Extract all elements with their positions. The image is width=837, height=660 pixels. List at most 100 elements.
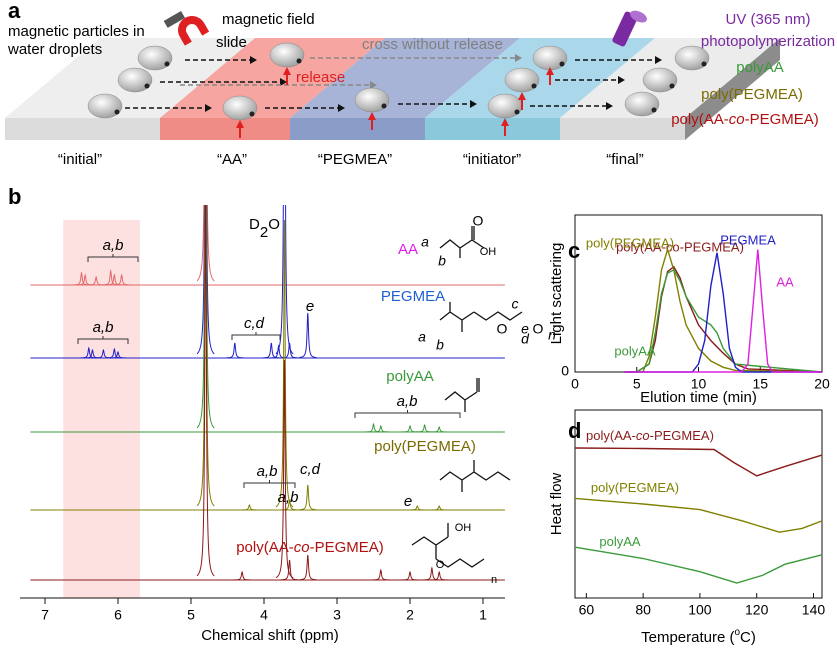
nmr-peak — [196, 205, 215, 577]
arrowhead — [470, 100, 477, 108]
x-tick-label: 3 — [333, 607, 341, 623]
series-label-part: poly(AA- — [586, 428, 636, 443]
annotation: release — [296, 69, 345, 86]
droplet — [624, 91, 660, 117]
bracket — [77, 336, 129, 344]
droplet — [642, 67, 678, 93]
series-label: poly(AA-co-PEGMEA) — [586, 428, 714, 443]
plot-frame — [574, 409, 823, 599]
arrowhead — [368, 112, 376, 120]
y-axis-title: Heat flow — [548, 473, 565, 536]
product-label: poly(PEGMEA) — [701, 86, 803, 103]
particle — [651, 107, 657, 113]
x-axis-title: Chemical shift (ppm) — [201, 627, 339, 644]
series-label: poly(PEGMEA) — [586, 235, 674, 250]
annotation: cross without release — [362, 36, 503, 53]
series-label: poly(AA-co-PEGMEA) — [616, 239, 744, 254]
arrowhead — [205, 104, 212, 112]
stage-label: “PEGMEA” — [318, 151, 392, 168]
droplet — [87, 93, 123, 119]
nmr-peak — [72, 271, 91, 286]
structure-label: O — [533, 321, 544, 337]
structure-label: n — [491, 574, 497, 586]
annotation: magnetic field — [222, 11, 315, 28]
x-axis-title: Temperature (oC) — [641, 627, 756, 646]
nmr-peak — [105, 347, 124, 359]
nmr-peak — [275, 359, 294, 579]
arrowhead — [546, 67, 554, 75]
spectrum-label-part: co — [294, 539, 310, 556]
structure-bond — [439, 460, 511, 492]
annotation: magnetic particles in — [8, 23, 145, 40]
spectrum-label-part: poly(AA- — [236, 539, 294, 556]
x-tick-label: 140 — [802, 602, 826, 618]
series-label-part: -PEGMEA) — [650, 428, 714, 443]
x-tick-label: 5 — [187, 607, 195, 623]
annotation: UV (365 nm) — [725, 11, 810, 28]
bracket — [354, 410, 461, 418]
x-tick-label: 0 — [571, 376, 579, 392]
structure-label: OH — [480, 246, 497, 258]
nmr-peak — [233, 570, 251, 581]
panel-label: c — [568, 238, 580, 263]
series-label-part: poly(PEGMEA) — [591, 480, 679, 495]
series-label: polyAA — [614, 343, 656, 358]
solvent-label-part: O — [268, 216, 280, 233]
structure-label: c — [512, 296, 519, 312]
structure-bond — [439, 226, 485, 258]
particle — [531, 83, 537, 89]
x-tick-label: 5 — [633, 376, 641, 392]
x-tick-label: 7 — [41, 607, 49, 623]
spectrum-label: poly(AA-co-PEGMEA) — [236, 539, 384, 556]
structure-label: O — [436, 559, 445, 571]
nmr-peak — [408, 505, 427, 511]
nmr-peak — [196, 205, 215, 355]
x-tick-label: 60 — [579, 602, 595, 618]
nmr-peak — [299, 312, 317, 359]
particle — [249, 111, 255, 117]
structure-label: e — [521, 321, 529, 337]
series-line — [574, 447, 823, 477]
nmr-peak — [280, 498, 299, 511]
spectrum-label-part: polyAA — [386, 368, 434, 385]
nmr-peak — [401, 425, 419, 433]
annotation: water droplets — [7, 41, 102, 58]
spectrum-label: AA — [398, 241, 418, 258]
peak-label: a,b — [278, 489, 299, 506]
nmr-peak — [226, 342, 244, 359]
x-tick-label: 15 — [752, 376, 768, 392]
x-axis-title: Elution time (min) — [640, 389, 757, 406]
structure-label: d — [521, 331, 530, 347]
structure-label: O — [497, 321, 508, 337]
arrowhead — [280, 78, 287, 86]
x-tick-label: 10 — [691, 376, 707, 392]
particle — [144, 83, 150, 89]
stage-label: “initiator” — [463, 151, 521, 168]
product-label-part: poly(AA- — [671, 111, 729, 128]
nmr-peak — [430, 426, 448, 433]
particle — [114, 109, 120, 115]
spectrum-label: poly(PEGMEA) — [374, 438, 476, 455]
nmr-peak — [196, 205, 215, 429]
peak-label: a,b — [257, 463, 278, 480]
nmr-peak — [430, 570, 448, 581]
spectrum-label: PEGMEA — [381, 288, 445, 305]
annotation: slide — [216, 34, 247, 51]
structure-bond — [411, 523, 485, 568]
structure-label: a — [418, 329, 426, 345]
product-label-part: -PEGMEA) — [745, 111, 819, 128]
nmr-peak — [364, 422, 383, 433]
nmr-peak — [87, 275, 105, 286]
structure-label: OH — [455, 522, 472, 534]
nmr-peak — [423, 566, 441, 581]
arrowhead — [236, 120, 244, 128]
stage-label: “AA” — [217, 151, 247, 168]
arrowhead — [515, 54, 522, 62]
peak-label: a,b — [103, 237, 124, 254]
peak-label: e — [404, 493, 412, 510]
series-line — [624, 249, 822, 373]
series-label-part: co — [636, 428, 650, 443]
structure-bond — [444, 378, 480, 412]
bracket — [243, 480, 296, 488]
